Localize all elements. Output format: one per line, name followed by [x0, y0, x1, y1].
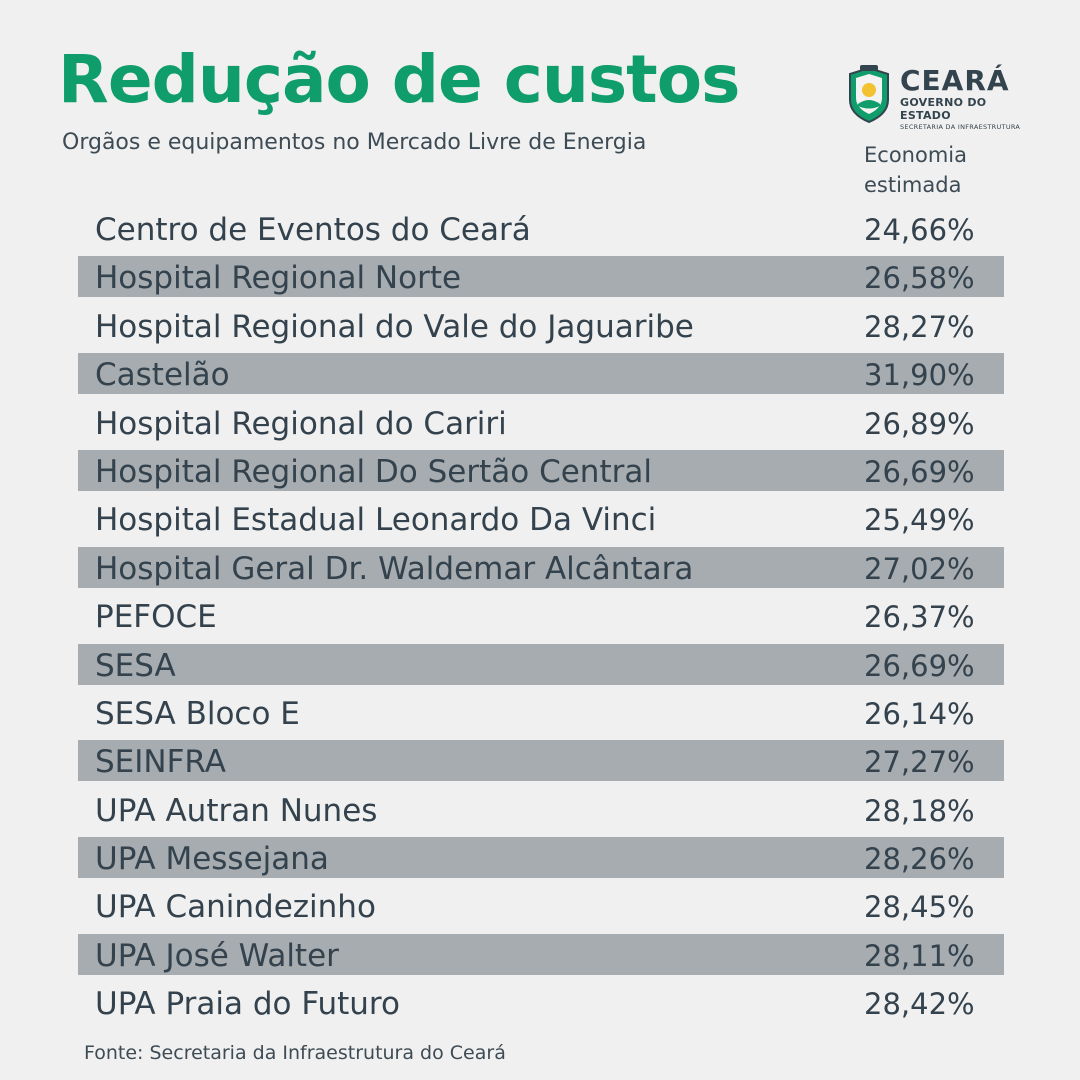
row-savings-value: 28,27% — [864, 309, 975, 344]
row-facility-name: SEINFRA — [95, 744, 226, 781]
table-row: Hospital Regional Do Sertão Central 26,69… — [78, 449, 1004, 491]
row-savings-value: 25,49% — [864, 503, 975, 538]
page-title: Redução de custos — [58, 41, 740, 118]
column-header-line-2: estimada — [864, 173, 962, 197]
table-row: UPA José Walter 28,11% — [78, 933, 1004, 975]
row-facility-name: UPA Messejana — [95, 841, 329, 878]
row-savings-value: 28,26% — [864, 842, 975, 877]
table-row: Centro de Eventos do Ceará 24,66% — [78, 208, 1004, 249]
table-row: SESA 26,69% — [78, 643, 1004, 685]
row-facility-name: Hospital Geral Dr. Waldemar Alcântara — [95, 550, 694, 587]
row-savings-value: 24,66% — [864, 213, 975, 247]
row-savings-value: 27,02% — [864, 551, 975, 586]
row-facility-name: UPA Autran Nunes — [95, 792, 378, 829]
column-header-savings: Economia estimada — [864, 140, 1004, 200]
row-savings-value: 26,69% — [864, 454, 975, 489]
table-row: UPA Canindezinho 28,45% — [78, 885, 1004, 926]
row-savings-value: 27,27% — [864, 745, 975, 780]
table-row: UPA Autran Nunes 28,18% — [78, 789, 1004, 830]
table-row: Hospital Regional do Cariri 26,89% — [78, 402, 1004, 443]
table-row: SEINFRA 27,27% — [78, 740, 1004, 782]
row-facility-name: Hospital Estadual Leonardo Da Vinci — [95, 502, 657, 539]
state-coat-of-arms-icon — [849, 65, 889, 124]
row-savings-value: 28,11% — [864, 938, 975, 973]
table-row: Hospital Regional do Vale do Jaguaribe 28… — [78, 305, 1004, 346]
row-savings-value: 31,90% — [864, 358, 975, 393]
row-facility-name: Castelão — [95, 357, 230, 394]
logo-text-block: CEARÁ GOVERNO DO ESTADO SECRETARIA DA IN… — [900, 66, 1036, 132]
column-header-line-1: Economia — [864, 143, 967, 167]
row-facility-name: Centro de Eventos do Ceará — [95, 212, 531, 248]
row-savings-value: 26,58% — [864, 261, 975, 296]
row-facility-name: Hospital Regional do Vale do Jaguaribe — [95, 308, 694, 345]
logo-state-name: CEARÁ — [900, 64, 1010, 97]
row-savings-value: 28,18% — [864, 793, 975, 828]
row-facility-name: PEFOCE — [95, 599, 217, 636]
table-row: Hospital Estadual Leonardo Da Vinci 25,49… — [78, 498, 1004, 539]
row-facility-name: UPA Canindezinho — [95, 889, 376, 926]
row-savings-value: 26,14% — [864, 696, 975, 731]
page-subtitle: Orgãos e equipamentos no Mercado Livre d… — [62, 130, 647, 155]
savings-table: Centro de Eventos do Ceará 24,66% Hospital… — [78, 208, 1004, 1031]
table-row: Hospital Regional Norte 26,58% — [78, 256, 1004, 298]
row-savings-value: 26,69% — [864, 648, 975, 683]
source-note: Fonte: Secretaria da Infraestrutura do C… — [84, 1042, 506, 1064]
ceara-government-logo: CEARÁ GOVERNO DO ESTADO SECRETARIA DA IN… — [846, 62, 1036, 131]
row-facility-name: UPA Praia do Futuro — [95, 986, 400, 1023]
table-row: UPA Messejana 28,26% — [78, 837, 1004, 879]
row-facility-name: Hospital Regional Do Sertão Central — [95, 453, 652, 490]
table-row: UPA Praia do Futuro 28,42% — [78, 982, 1004, 1023]
row-facility-name: UPA José Walter — [95, 937, 339, 974]
row-facility-name: Hospital Regional do Cariri — [95, 405, 507, 442]
table-row: Castelão 31,90% — [78, 353, 1004, 395]
logo-government-label: GOVERNO DO ESTADO — [900, 96, 987, 122]
logo-secretariat-label: SECRETARIA DA INFRAESTRUTURA — [900, 123, 1021, 131]
row-facility-name: SESA — [95, 647, 176, 684]
row-savings-value: 26,89% — [864, 406, 975, 441]
table-row: SESA Bloco E 26,14% — [78, 692, 1004, 733]
table-row: PEFOCE 26,37% — [78, 595, 1004, 636]
row-savings-value: 28,45% — [864, 890, 975, 925]
table-row: Hospital Geral Dr. Waldemar Alcântara 27,… — [78, 546, 1004, 588]
row-savings-value: 26,37% — [864, 600, 975, 635]
row-savings-value: 28,42% — [864, 987, 975, 1022]
row-facility-name: Hospital Regional Norte — [95, 260, 462, 297]
row-facility-name: SESA Bloco E — [95, 695, 300, 732]
